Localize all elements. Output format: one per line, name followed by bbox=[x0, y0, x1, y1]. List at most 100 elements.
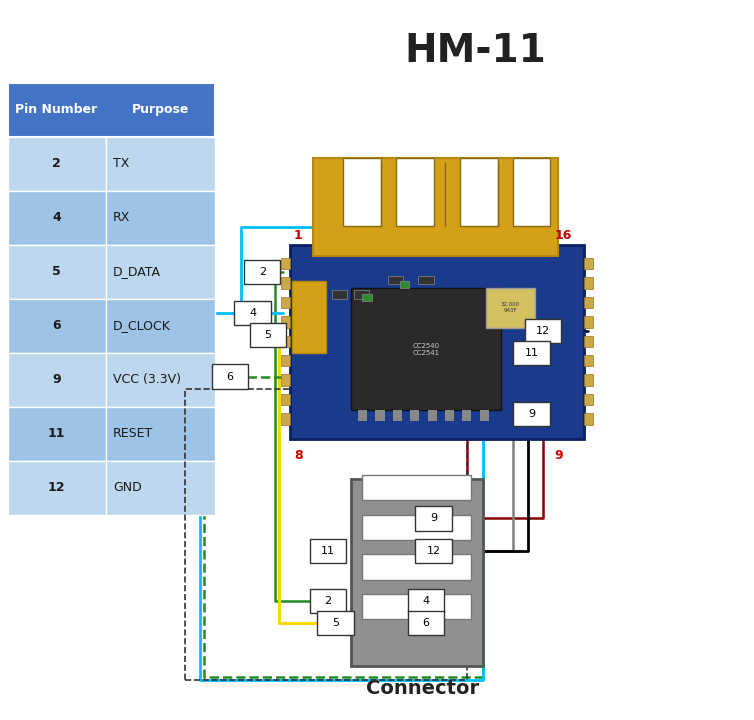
Text: 12: 12 bbox=[48, 481, 66, 495]
Bar bbox=[106, 353, 215, 407]
Bar bbox=[584, 258, 593, 269]
Text: 2: 2 bbox=[52, 157, 61, 171]
Text: 2: 2 bbox=[259, 267, 266, 277]
Bar bbox=[418, 276, 434, 284]
Bar bbox=[354, 290, 369, 299]
Text: 9: 9 bbox=[430, 513, 437, 523]
Bar bbox=[106, 191, 215, 245]
Text: CC2540
CC2541: CC2540 CC2541 bbox=[412, 343, 440, 356]
FancyBboxPatch shape bbox=[250, 323, 286, 347]
FancyBboxPatch shape bbox=[310, 589, 346, 613]
Text: 1: 1 bbox=[294, 229, 303, 242]
Bar bbox=[584, 297, 593, 308]
Bar bbox=[362, 594, 471, 619]
Text: 11: 11 bbox=[321, 546, 335, 556]
FancyBboxPatch shape bbox=[415, 539, 452, 563]
Bar bbox=[281, 355, 290, 366]
Text: Connector: Connector bbox=[366, 680, 479, 698]
Text: 11: 11 bbox=[525, 348, 538, 358]
Bar bbox=[106, 461, 215, 515]
Bar bbox=[486, 288, 535, 328]
Bar bbox=[460, 158, 498, 226]
Bar bbox=[8, 83, 215, 137]
Text: 6: 6 bbox=[422, 618, 430, 628]
Text: 32.000
943F: 32.000 943F bbox=[501, 302, 520, 312]
Text: 9: 9 bbox=[528, 409, 535, 419]
FancyBboxPatch shape bbox=[513, 402, 550, 426]
Text: 9: 9 bbox=[52, 373, 61, 387]
Text: RX: RX bbox=[113, 211, 130, 225]
Text: 12: 12 bbox=[427, 546, 440, 556]
FancyBboxPatch shape bbox=[525, 319, 561, 343]
Bar bbox=[8, 299, 106, 353]
Bar bbox=[281, 316, 290, 328]
Bar bbox=[351, 479, 483, 666]
Bar bbox=[388, 276, 403, 284]
Bar bbox=[410, 410, 419, 421]
FancyBboxPatch shape bbox=[408, 611, 444, 635]
Bar bbox=[8, 353, 106, 407]
Bar bbox=[8, 191, 106, 245]
Text: Purpose: Purpose bbox=[131, 103, 189, 117]
Bar bbox=[351, 288, 501, 410]
Text: 5: 5 bbox=[332, 618, 339, 628]
Bar bbox=[362, 294, 372, 301]
Text: 6: 6 bbox=[52, 319, 61, 333]
Text: 8: 8 bbox=[294, 449, 302, 462]
Text: 5: 5 bbox=[52, 265, 61, 279]
Text: 11: 11 bbox=[48, 427, 66, 441]
Text: GND: GND bbox=[113, 481, 142, 495]
Bar bbox=[362, 554, 471, 580]
FancyBboxPatch shape bbox=[513, 341, 550, 365]
Bar bbox=[462, 410, 471, 421]
Bar bbox=[375, 410, 385, 421]
Bar bbox=[584, 374, 593, 386]
Text: 2: 2 bbox=[324, 596, 332, 606]
Bar bbox=[584, 336, 593, 347]
Bar bbox=[106, 299, 215, 353]
Bar bbox=[313, 158, 558, 256]
Text: 5: 5 bbox=[264, 330, 271, 340]
Bar bbox=[362, 475, 471, 500]
Text: TX: TX bbox=[113, 157, 130, 171]
Text: D_CLOCK: D_CLOCK bbox=[113, 319, 171, 333]
FancyBboxPatch shape bbox=[244, 260, 280, 284]
Bar bbox=[281, 258, 290, 269]
Bar bbox=[281, 297, 290, 308]
FancyBboxPatch shape bbox=[212, 364, 248, 389]
Bar bbox=[8, 461, 106, 515]
Bar bbox=[584, 394, 593, 405]
FancyBboxPatch shape bbox=[408, 589, 444, 613]
Bar bbox=[584, 316, 593, 328]
Bar bbox=[106, 245, 215, 299]
Text: 9: 9 bbox=[554, 449, 562, 462]
Bar bbox=[281, 413, 290, 425]
Bar bbox=[281, 394, 290, 405]
Text: HM-11: HM-11 bbox=[404, 32, 546, 71]
Bar bbox=[396, 158, 434, 226]
Bar bbox=[358, 410, 367, 421]
Bar bbox=[292, 281, 326, 353]
Bar bbox=[281, 374, 290, 386]
Bar bbox=[584, 413, 593, 425]
FancyBboxPatch shape bbox=[415, 506, 452, 531]
Bar bbox=[8, 245, 106, 299]
Text: RESET: RESET bbox=[113, 427, 153, 441]
Bar bbox=[343, 158, 381, 226]
Bar bbox=[393, 410, 402, 421]
FancyBboxPatch shape bbox=[310, 539, 346, 563]
Text: 4: 4 bbox=[249, 308, 256, 318]
Bar bbox=[513, 158, 550, 226]
Bar bbox=[8, 137, 106, 191]
Text: 4: 4 bbox=[422, 596, 430, 606]
Bar bbox=[584, 277, 593, 289]
Text: 4: 4 bbox=[52, 211, 61, 225]
Text: Pin Number: Pin Number bbox=[15, 103, 98, 117]
FancyBboxPatch shape bbox=[317, 611, 354, 635]
FancyBboxPatch shape bbox=[234, 301, 271, 325]
Bar bbox=[281, 277, 290, 289]
Bar bbox=[8, 407, 106, 461]
Text: D_DATA: D_DATA bbox=[113, 265, 161, 279]
Bar bbox=[428, 410, 437, 421]
Bar bbox=[445, 410, 454, 421]
